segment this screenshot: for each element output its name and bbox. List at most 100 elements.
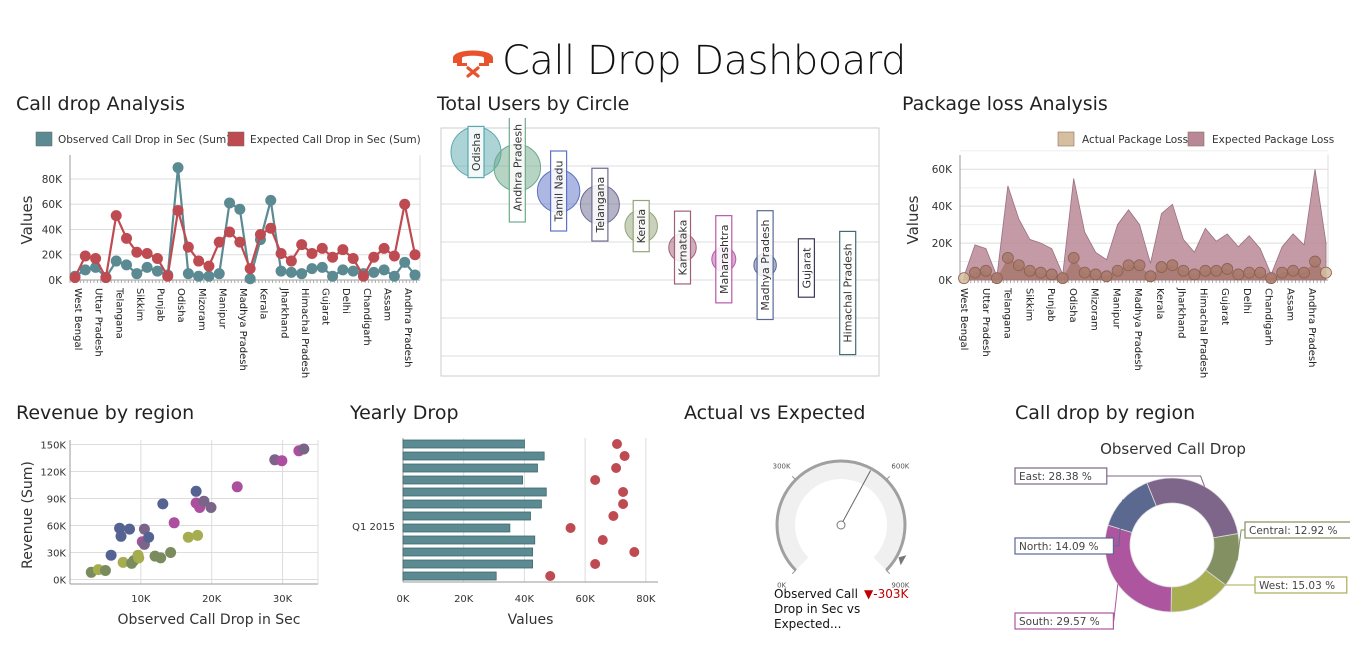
gauge-delta: ▼-303K (864, 587, 908, 601)
panel-title-total-users: Total Users by Circle (437, 93, 630, 115)
data-point (131, 268, 143, 280)
data-point (337, 244, 349, 256)
x-tick-label: Telangana (113, 287, 124, 339)
x-tick-label: West Bengal (958, 288, 969, 350)
x-tick-label: 0K (397, 594, 410, 605)
data-point (151, 265, 163, 277)
package-loss-area-chart[interactable]: Actual Package Loss Expected Package Loss… (890, 120, 1350, 390)
data-point (306, 263, 318, 275)
data-point (347, 253, 359, 265)
donut-leader-line (1113, 584, 1119, 622)
bubble-label-box (839, 230, 857, 356)
x-tick-label: Assam (381, 288, 392, 321)
yearly-drop-bar-chart[interactable]: 0K 20K 40K 60K 80K Q1 2015 Values (340, 430, 670, 640)
gauge-hub (836, 520, 846, 530)
y-tick-label: 30K (47, 549, 67, 560)
data-point (1221, 263, 1234, 275)
data-point (409, 269, 421, 281)
data-point (1133, 259, 1146, 272)
y-tick-label: 60K (932, 164, 953, 176)
data-point (143, 531, 155, 543)
data-point (155, 552, 167, 564)
gauge-band (777, 461, 905, 571)
series-line (74, 203, 417, 281)
x-tick-label: Jharkhand (1176, 287, 1187, 338)
data-point (203, 260, 215, 272)
donut-label: Central: 12.92 % (1249, 525, 1338, 537)
y-tick-label: 40K (932, 201, 953, 213)
panel-title-actual-vs-expected: Actual vs Expected (684, 402, 866, 424)
y-axis-title: Values (18, 195, 36, 244)
x-tick-label: 30K (273, 594, 293, 605)
revenue-scatter-chart[interactable]: 0K 30K 60K 90K 120K 150K 10K 20K 30K Observed Cal… (0, 430, 340, 640)
data-point (224, 226, 236, 238)
bubble-label-box (715, 215, 733, 304)
bubble-label-text: Gujarat (800, 247, 813, 289)
data-point (618, 499, 629, 509)
x-tick-label: Himachal Pradesh (1197, 288, 1208, 378)
data-point (1111, 264, 1124, 277)
bubble-label: Kerala (632, 199, 650, 253)
donut-label-box (1014, 537, 1115, 555)
donut-slice (1104, 524, 1172, 613)
data-point (1232, 268, 1245, 281)
call-drop-line-chart[interactable]: Observed Call Drop in Sec (Sum) Expected … (0, 120, 430, 390)
data-point (275, 247, 287, 259)
data-point (590, 475, 601, 485)
x-tick-label: Punjab (1045, 288, 1056, 322)
donut-leader-line (1236, 529, 1245, 561)
x-tick-label: 60K (575, 594, 595, 605)
data-point (1177, 264, 1190, 277)
data-point (254, 229, 266, 241)
gauge-tick-label: 300K (773, 463, 791, 471)
x-axis-title: Values (508, 612, 554, 628)
gauge-tick (791, 475, 797, 481)
data-point (182, 241, 194, 253)
bubble-label-text: Tamil Nadu (553, 161, 566, 223)
call-drop-region-donut-chart[interactable]: Observed Call Drop East: 28.38 % Central: … (1005, 430, 1350, 640)
data-point (296, 239, 308, 251)
bubble-label-box (797, 238, 815, 298)
donut-label: South: 29.57 % (1019, 616, 1100, 628)
data-point (316, 261, 328, 273)
x-tick-label: Andhra Pradesh (1306, 288, 1317, 367)
x-tick-label: 80K (636, 594, 656, 605)
bubble-label: Maharashtra (715, 215, 733, 304)
total-users-bubble-chart[interactable]: Odisha Andhra Pradesh Tamil Nadu Telangana K… (436, 118, 886, 383)
donut-slice (1107, 482, 1157, 534)
data-point (105, 549, 117, 561)
bar (402, 475, 524, 485)
x-tick-label: Manipur (216, 288, 227, 330)
data-point (151, 253, 163, 265)
data-point (1298, 266, 1310, 279)
data-point (141, 261, 153, 273)
y-tick-label: 0K (938, 275, 953, 287)
gauge-target-marker (898, 555, 907, 566)
dashboard-header: Call Drop Dashboard (450, 34, 906, 88)
data-point (1034, 266, 1047, 279)
data-point (117, 556, 129, 568)
bar (402, 523, 511, 533)
actual-vs-expected-gauge[interactable]: 0K 300K 600K 900K (760, 455, 930, 590)
data-point (198, 495, 210, 507)
data-point (234, 203, 246, 215)
data-point (190, 485, 202, 497)
data-point (1100, 270, 1113, 283)
data-point (597, 535, 608, 545)
x-tick-label: Mizoram (196, 288, 207, 331)
x-tick-label: West Bengal (72, 288, 83, 350)
data-point (100, 271, 112, 283)
bubble-label-box (673, 210, 692, 285)
bar (402, 535, 536, 545)
data-point (378, 242, 390, 254)
data-point (121, 232, 133, 244)
gauge-caption: Observed Call Drop in Sec vs Expected... (774, 587, 861, 631)
bubble-label-box (756, 210, 774, 321)
donut-label-box (1244, 521, 1350, 539)
y-tick-label: 60K (47, 522, 67, 533)
gauge-needle (840, 470, 872, 526)
data-point (231, 481, 243, 493)
data-point (79, 250, 91, 262)
data-point (203, 270, 215, 282)
data-point (193, 270, 205, 282)
